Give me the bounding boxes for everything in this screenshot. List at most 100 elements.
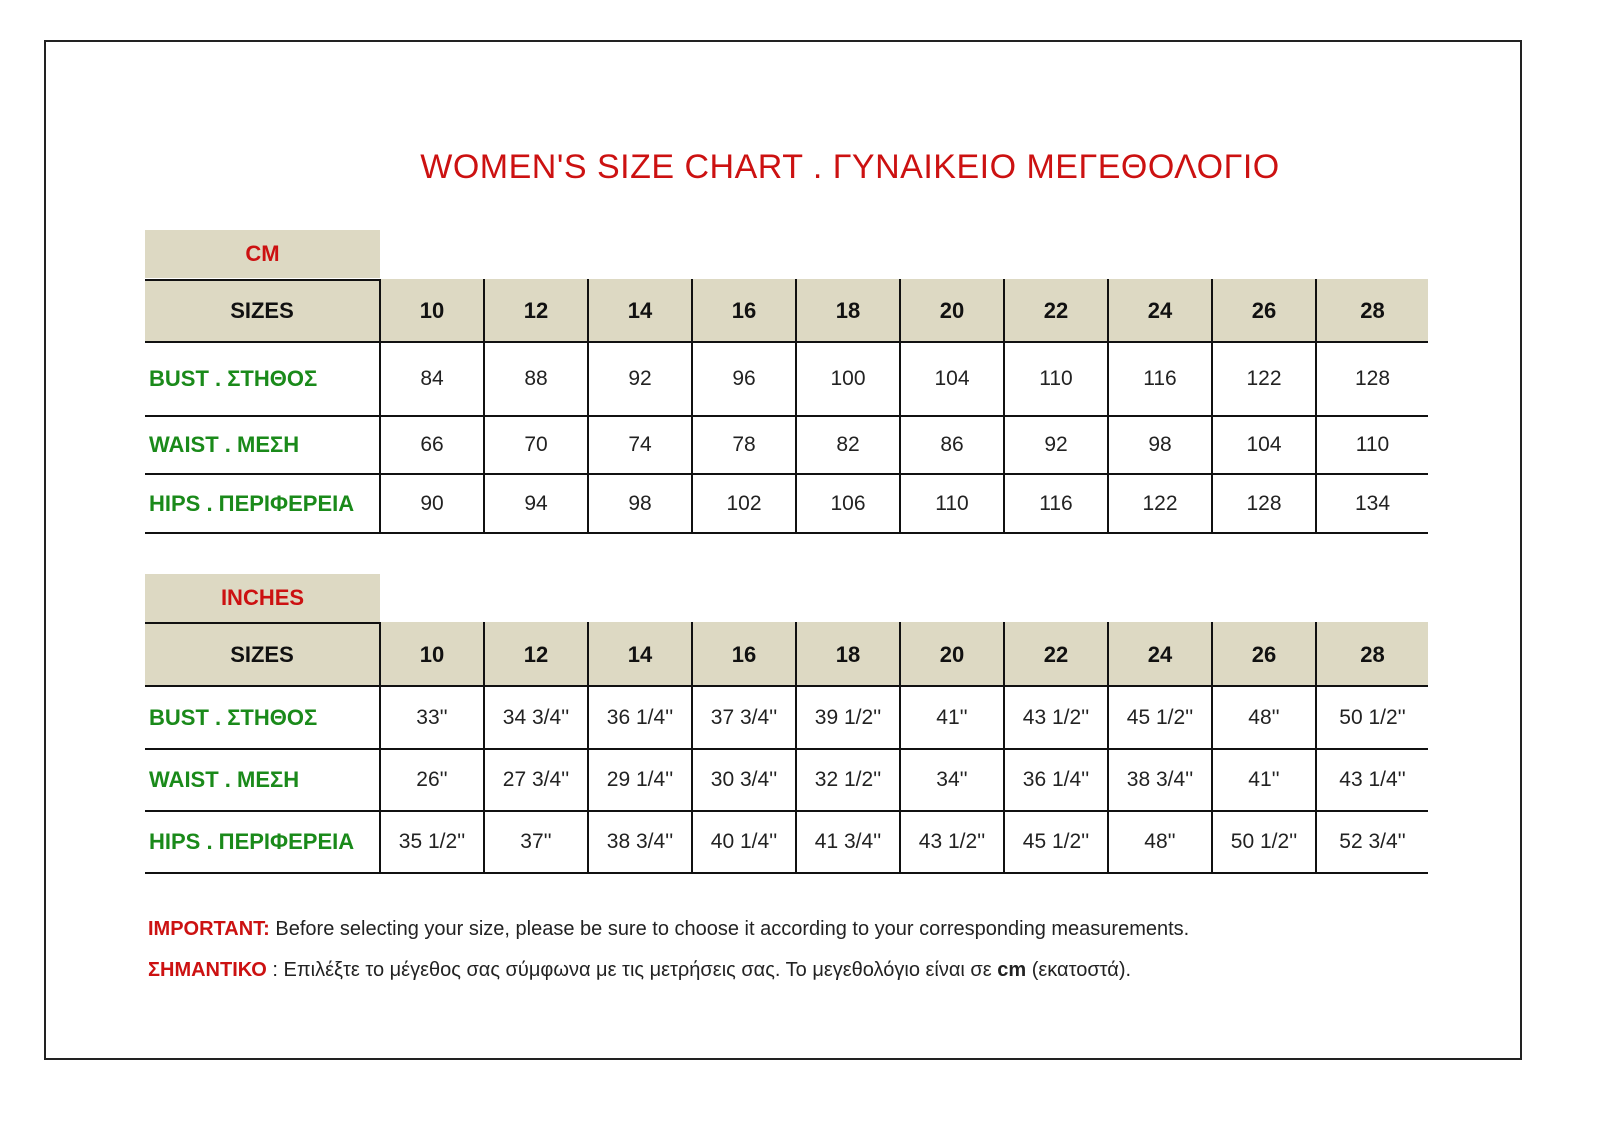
measurement-cell: 122 [1211, 341, 1317, 417]
measurement-cell: 122 [1107, 473, 1213, 534]
row-label: HIPS . ΠΕΡΙΦΕΡΕΙΑ [145, 810, 381, 874]
measurement-cell: 98 [1107, 415, 1213, 475]
inches-unit-header: INCHES [145, 574, 380, 622]
measurement-cell: 41 3/4'' [795, 810, 901, 874]
measurement-cell: 90 [379, 473, 485, 534]
page-title: WOMEN'S SIZE CHART . ΓΥΝΑΙΚΕΙΟ ΜΕΓΕΘΟΛΟΓ… [420, 148, 1280, 186]
row-label: BUST . ΣΤΗΘΟΣ [145, 685, 381, 750]
measurement-cell: 116 [1107, 341, 1213, 417]
size-header-26: 26 [1211, 622, 1317, 687]
measurement-cell: 39 1/2'' [795, 685, 901, 750]
measurement-cell: 35 1/2'' [379, 810, 485, 874]
cm-unit-header: CM [145, 230, 380, 278]
measurement-cell: 84 [379, 341, 485, 417]
measurement-cell: 100 [795, 341, 901, 417]
measurement-cell: 110 [1315, 415, 1428, 475]
measurement-cell: 29 1/4'' [587, 748, 693, 812]
row-label: WAIST . ΜΕΣΗ [145, 748, 381, 812]
important-text-gr: : Επιλέξτε το μέγεθος σας σύμφωνα με τις… [266, 959, 998, 981]
measurement-cell: 34'' [899, 748, 1005, 812]
size-header-14: 14 [587, 279, 693, 343]
measurement-cell: 128 [1211, 473, 1317, 534]
important-label: IMPORTANT: [148, 918, 270, 940]
measurement-cell: 110 [899, 473, 1005, 534]
size-header-24: 24 [1107, 622, 1213, 687]
cm-size-table: SIZES 10 12 14 16 18 20 22 24 26 28 BUST . ΣΤΗΘΟΣ 84… [145, 279, 1428, 534]
measurement-cell: 33'' [379, 685, 485, 750]
measurement-cell: 86 [899, 415, 1005, 475]
measurement-cell: 134 [1315, 473, 1428, 534]
measurement-cell: 88 [483, 341, 589, 417]
measurement-cell: 37 3/4'' [691, 685, 797, 750]
measurement-cell: 102 [691, 473, 797, 534]
measurement-cell: 38 3/4'' [1107, 748, 1213, 812]
measurement-cell: 38 3/4'' [587, 810, 693, 874]
size-header-12: 12 [483, 622, 589, 687]
measurement-cell: 43 1/4'' [1315, 748, 1428, 812]
measurement-cell: 34 3/4'' [483, 685, 589, 750]
measurement-cell: 96 [691, 341, 797, 417]
sizes-header: SIZES [145, 279, 381, 343]
header-row: SIZES 10 12 14 16 18 20 22 24 26 28 [145, 279, 1428, 343]
row-label: BUST . ΣΤΗΘΟΣ [145, 341, 381, 417]
measurement-cell: 106 [795, 473, 901, 534]
size-header-14: 14 [587, 622, 693, 687]
measurement-cell: 37'' [483, 810, 589, 874]
table-row: HIPS . ΠΕΡΙΦΕΡΕΙΑ 35 1/2'' 37'' 38 3/4'' 40 … [145, 810, 1428, 874]
measurement-cell: 41'' [899, 685, 1005, 750]
size-header-12: 12 [483, 279, 589, 343]
size-header-10: 10 [379, 622, 485, 687]
table-row: BUST . ΣΤΗΘΟΣ 33'' 34 3/4'' 36 1/4'' 37 3/4'… [145, 685, 1428, 750]
measurement-cell: 104 [1211, 415, 1317, 475]
size-header-10: 10 [379, 279, 485, 343]
page-frame [44, 40, 1522, 1060]
measurement-cell: 70 [483, 415, 589, 475]
measurement-cell: 74 [587, 415, 693, 475]
size-header-28: 28 [1315, 279, 1428, 343]
important-text-gr-end: (εκατοστά). [1026, 959, 1132, 981]
measurement-cell: 36 1/4'' [1003, 748, 1109, 812]
measurement-cell: 92 [1003, 415, 1109, 475]
measurement-cell: 66 [379, 415, 485, 475]
inches-size-table: SIZES 10 12 14 16 18 20 22 24 26 28 BUST . ΣΤΗΘΟΣ 33… [145, 622, 1428, 874]
cm-bold: cm [997, 959, 1027, 981]
measurement-cell: 48'' [1107, 810, 1213, 874]
size-header-26: 26 [1211, 279, 1317, 343]
important-note-en: IMPORTANT: Before selecting your size, p… [148, 918, 1189, 941]
size-header-16: 16 [691, 279, 797, 343]
measurement-cell: 30 3/4'' [691, 748, 797, 812]
measurement-cell: 45 1/2'' [1003, 810, 1109, 874]
row-label: WAIST . ΜΕΣΗ [145, 415, 381, 475]
measurement-cell: 104 [899, 341, 1005, 417]
measurement-cell: 36 1/4'' [587, 685, 693, 750]
measurement-cell: 50 1/2'' [1315, 685, 1428, 750]
size-header-16: 16 [691, 622, 797, 687]
important-text: Before selecting your size, please be su… [269, 918, 1190, 940]
sizes-header: SIZES [145, 622, 381, 687]
row-label: HIPS . ΠΕΡΙΦΕΡΕΙΑ [145, 473, 381, 534]
measurement-cell: 43 1/2'' [1003, 685, 1109, 750]
table-row: WAIST . ΜΕΣΗ 26'' 27 3/4'' 29 1/4'' 30 3/4''… [145, 748, 1428, 812]
measurement-cell: 27 3/4'' [483, 748, 589, 812]
measurement-cell: 82 [795, 415, 901, 475]
measurement-cell: 50 1/2'' [1211, 810, 1317, 874]
size-header-22: 22 [1003, 622, 1109, 687]
measurement-cell: 78 [691, 415, 797, 475]
table-row: WAIST . ΜΕΣΗ 66 70 74 78 82 86 92 98 104 110 [145, 415, 1428, 475]
measurement-cell: 52 3/4'' [1315, 810, 1428, 874]
size-header-18: 18 [795, 279, 901, 343]
size-header-24: 24 [1107, 279, 1213, 343]
size-header-18: 18 [795, 622, 901, 687]
table-row: HIPS . ΠΕΡΙΦΕΡΕΙΑ 90 94 98 102 106 110 116 122 12… [145, 473, 1428, 534]
measurement-cell: 94 [483, 473, 589, 534]
table-row: BUST . ΣΤΗΘΟΣ 84 88 92 96 100 104 110 116 122 128 [145, 341, 1428, 417]
measurement-cell: 43 1/2'' [899, 810, 1005, 874]
measurement-cell: 41'' [1211, 748, 1317, 812]
measurement-cell: 128 [1315, 341, 1428, 417]
size-header-28: 28 [1315, 622, 1428, 687]
measurement-cell: 92 [587, 341, 693, 417]
measurement-cell: 116 [1003, 473, 1109, 534]
measurement-cell: 45 1/2'' [1107, 685, 1213, 750]
important-label-gr: ΣΗΜΑΝΤΙΚΟ [148, 959, 267, 981]
measurement-cell: 98 [587, 473, 693, 534]
